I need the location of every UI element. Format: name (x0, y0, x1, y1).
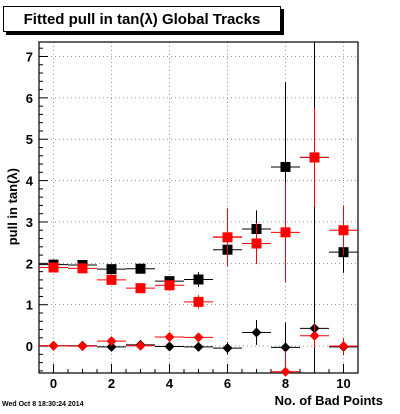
x-axis-label: No. of Bad Points (274, 393, 383, 408)
square-marker (106, 274, 117, 285)
chart-title: Fitted pull in tan(λ) Global Tracks (23, 11, 261, 28)
diamond-marker (309, 330, 320, 341)
diamond-marker (193, 332, 204, 343)
x-tick-label: 2 (108, 376, 115, 391)
chart-title-box: Fitted pull in tan(λ) Global Tracks (3, 6, 281, 32)
diamond-marker (106, 341, 117, 352)
diamond-marker (338, 341, 349, 352)
square-marker (48, 262, 59, 273)
plot-frame (38, 41, 359, 374)
diamond-marker (251, 238, 262, 249)
square-marker (309, 152, 320, 163)
square-marker (135, 263, 146, 274)
square-marker (193, 296, 204, 307)
square-marker (193, 274, 204, 285)
y-tick-label: 7 (26, 49, 33, 64)
y-tick-label: 1 (26, 298, 33, 313)
x-tick-label: 4 (166, 376, 174, 391)
y-tick-label: 2 (26, 256, 33, 271)
x-tick-label: 8 (282, 376, 289, 391)
x-tick-label: 0 (50, 376, 57, 391)
square-marker (106, 264, 117, 275)
diamond-marker (222, 343, 233, 354)
y-tick-label: 5 (26, 132, 33, 147)
diamond-marker (106, 336, 117, 347)
y-tick-label: 4 (26, 174, 34, 189)
square-marker (280, 227, 291, 238)
y-tick-label: 6 (26, 91, 33, 106)
diamond-marker (280, 366, 291, 377)
y-tick-label: 0 (26, 339, 33, 354)
square-marker (135, 283, 146, 294)
diamond-marker (251, 327, 262, 338)
x-tick-label: 10 (336, 376, 350, 391)
y-tick-label: 3 (26, 215, 33, 230)
square-marker (77, 263, 88, 274)
x-tick-label: 6 (224, 376, 231, 391)
y-axis-label: pull in tan(λ) (5, 168, 20, 246)
diamond-marker (48, 340, 59, 351)
square-marker (164, 280, 175, 291)
diamond-marker (164, 341, 175, 352)
timestamp: Wed Oct 8 18:30:24 2014 (2, 401, 84, 408)
diamond-marker (135, 340, 146, 351)
diamond-marker (280, 342, 291, 353)
diamond-marker (77, 341, 88, 352)
diamond-marker (193, 341, 204, 352)
diamond-marker (222, 231, 233, 242)
square-marker (338, 225, 349, 236)
square-marker (280, 161, 291, 172)
diamond-marker (164, 332, 175, 343)
